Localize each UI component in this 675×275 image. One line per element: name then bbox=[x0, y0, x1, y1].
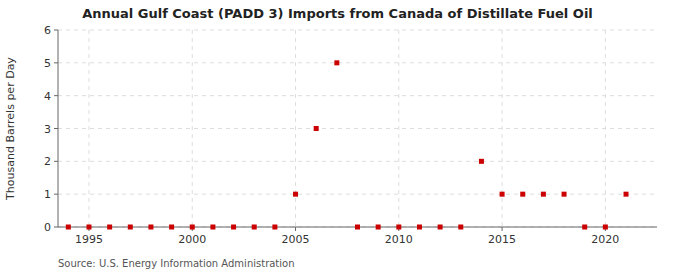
point bbox=[458, 225, 463, 230]
point bbox=[86, 225, 91, 230]
y-tick bbox=[54, 194, 58, 195]
x-grid-line bbox=[502, 30, 503, 227]
x-tick-label: 2000 bbox=[178, 233, 206, 246]
point bbox=[438, 225, 443, 230]
point bbox=[210, 225, 215, 230]
point bbox=[272, 225, 277, 230]
y-grid-line bbox=[58, 194, 657, 195]
x-grid-line bbox=[398, 30, 399, 227]
y-tick-label: 3 bbox=[44, 123, 51, 136]
y-tick bbox=[54, 161, 58, 162]
point bbox=[252, 225, 257, 230]
point bbox=[148, 225, 153, 230]
y-tick bbox=[54, 227, 58, 228]
point bbox=[293, 192, 298, 197]
x-grid-line bbox=[295, 30, 296, 227]
x-tick bbox=[502, 227, 503, 231]
x-tick-label: 2020 bbox=[591, 233, 619, 246]
y-tick-label: 6 bbox=[44, 24, 51, 37]
x-tick-label: 2005 bbox=[282, 233, 310, 246]
point bbox=[355, 225, 360, 230]
points bbox=[66, 60, 629, 229]
y-tick-label: 4 bbox=[44, 90, 51, 103]
point bbox=[66, 225, 71, 230]
point bbox=[334, 60, 339, 65]
point bbox=[396, 225, 401, 230]
point bbox=[376, 225, 381, 230]
title: Annual Gulf Coast (PADD 3) Imports from … bbox=[82, 6, 593, 21]
y-tick bbox=[54, 95, 58, 96]
point bbox=[624, 192, 629, 197]
x-grid-line bbox=[192, 30, 193, 227]
y-tick bbox=[54, 128, 58, 129]
point bbox=[603, 225, 608, 230]
x-tick-label: 2015 bbox=[488, 233, 516, 246]
y-axis-label: Thousand Barrels per Day bbox=[4, 57, 17, 201]
y-tick-label: 5 bbox=[44, 57, 51, 70]
x-grid-line bbox=[605, 30, 606, 227]
chart-container: 1995 2000 2005 2010 2015 2020 0 1 2 3 4 5 6 Annual Gu… bbox=[0, 0, 675, 275]
y-tick bbox=[54, 62, 58, 63]
y-grid-line bbox=[58, 161, 657, 162]
x-tick bbox=[295, 227, 296, 231]
point bbox=[500, 192, 505, 197]
x-tick-label: 1995 bbox=[75, 233, 103, 246]
source-note: Source: U.S. Energy Information Administ… bbox=[58, 258, 295, 269]
point bbox=[541, 192, 546, 197]
grid bbox=[58, 30, 657, 227]
x-tick-label: 2010 bbox=[385, 233, 413, 246]
chart: 1995 2000 2005 2010 2015 2020 0 1 2 3 4 5 6 Annual Gu… bbox=[0, 0, 675, 275]
point bbox=[479, 159, 484, 164]
point bbox=[582, 225, 587, 230]
y-grid-line bbox=[58, 128, 657, 129]
point bbox=[417, 225, 422, 230]
point bbox=[107, 225, 112, 230]
y-tick-label: 2 bbox=[44, 155, 51, 168]
point bbox=[231, 225, 236, 230]
y-grid-line bbox=[58, 62, 657, 63]
y-grid-line bbox=[58, 30, 657, 31]
y-tick-label: 1 bbox=[44, 188, 51, 201]
point bbox=[190, 225, 195, 230]
point bbox=[314, 126, 319, 131]
x-grid-line bbox=[88, 30, 89, 227]
point bbox=[128, 225, 133, 230]
point bbox=[169, 225, 174, 230]
point bbox=[520, 192, 525, 197]
y-tick-label: 0 bbox=[44, 221, 51, 234]
y-tick bbox=[54, 30, 58, 31]
y-grid-line bbox=[58, 95, 657, 96]
point bbox=[562, 192, 567, 197]
